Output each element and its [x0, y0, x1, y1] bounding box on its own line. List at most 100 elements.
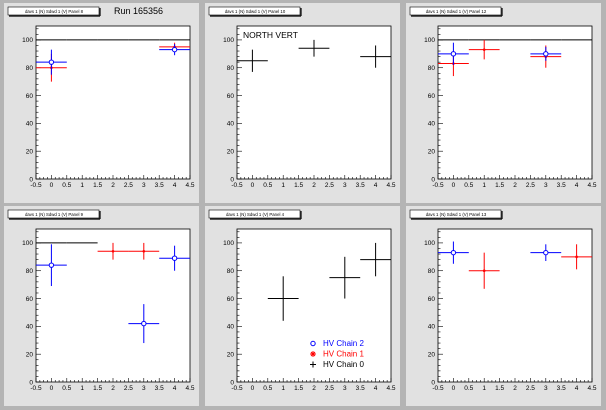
data-point — [298, 39, 330, 57]
data-point — [530, 46, 562, 61]
chart-svg: davs 1 (N) Sdwd 1 (V) Panel 12-0.5 0 0.5 1 1… — [409, 6, 597, 189]
x-tick-label: 4 — [575, 385, 579, 392]
x-tick-label: 1 — [482, 182, 486, 189]
x-tick-label: 1 — [281, 385, 285, 392]
x-tick-label: 2 — [513, 385, 517, 392]
data-point — [468, 252, 500, 289]
y-tick-label: 20 — [26, 351, 34, 358]
y-tick-label: 20 — [227, 351, 235, 358]
y-tick-label: 100 — [22, 240, 33, 247]
pad-4: davs 1 (N) Sdwd 1 (V) Panel 9 -0.5 0 0.5 1 1.… — [4, 206, 199, 406]
legend-label: HV Chain 1 — [323, 350, 364, 359]
y-tick-label: 20 — [428, 148, 436, 155]
x-tick-label: 1 — [281, 182, 285, 189]
pad-6: davs 1 (N) Sdwd 1 (V) Panel 13 -0.5 0 0.5 1 1… — [406, 206, 601, 406]
x-tick-label: 2 — [111, 182, 115, 189]
y-tick-label: 40 — [26, 324, 34, 331]
pad-2: davs 1 (N) Sdwd 1 (V) Panel 10 -0.5 0 0.5 1 1… — [205, 3, 400, 203]
legend-entry: HV Chain 2 — [310, 339, 364, 348]
y-tick-label: 40 — [227, 324, 235, 331]
y-tick-label: 0 — [230, 176, 234, 183]
data-point — [128, 242, 160, 260]
x-tick-label: 0 — [251, 182, 255, 189]
data-point — [438, 241, 469, 264]
x-tick-label: 1.5 — [93, 385, 102, 392]
data-point — [159, 245, 190, 271]
y-tick-label: 40 — [26, 121, 34, 128]
plot-annotation: NORTH VERT — [243, 30, 298, 40]
data-point — [530, 244, 562, 261]
data-point — [468, 39, 500, 60]
data-point — [360, 45, 391, 68]
pad-title-box — [7, 6, 101, 17]
pad-1: davs 1 (N) Sdwd 1 (V) Panel 8 -0.5 0 0.5 1 1.… — [4, 3, 199, 203]
y-tick-label: 100 — [22, 37, 33, 44]
x-tick-label: 0.5 — [263, 385, 272, 392]
x-tick-label: 1 — [482, 385, 486, 392]
y-tick-label: 60 — [428, 296, 436, 303]
pad-title: davs 1 (N) Sdwd 1 (V) Panel 10 — [225, 9, 286, 14]
pad-3: davs 1 (N) Sdwd 1 (V) Panel 12 -0.5 0 0.5 1 1… — [406, 3, 601, 203]
x-tick-label: 3 — [142, 385, 146, 392]
x-tick-label: 1.5 — [93, 182, 102, 189]
series — [438, 42, 562, 65]
x-tick-label: -0.5 — [231, 385, 243, 392]
legend-entry: HV Chain 0 — [310, 360, 364, 369]
pad-title-box — [208, 209, 302, 220]
chart-svg: davs 1 (N) Sdwd 1 (V) Panel 4-0.5 0 0.5 1 1.… — [208, 209, 396, 392]
x-tick-label: 3 — [343, 385, 347, 392]
pad-title-box — [7, 209, 101, 220]
run-label: Run 165356 — [114, 6, 163, 16]
x-tick-label: 4 — [374, 385, 378, 392]
x-tick-label: -0.5 — [432, 385, 444, 392]
y-tick-label: 40 — [428, 324, 436, 331]
x-tick-label: 1 — [80, 385, 84, 392]
data-point — [329, 256, 361, 299]
x-tick-label: 3.5 — [155, 182, 164, 189]
chart-svg: davs 1 (N) Sdwd 1 (V) Panel 9-0.5 0 0.5 1 1.… — [7, 209, 195, 392]
pad-title-box — [409, 6, 503, 17]
y-tick-label: 40 — [227, 121, 235, 128]
chart-svg: davs 1 (N) Sdwd 1 (V) Panel 10-0.5 0 0.5 1 1… — [208, 6, 396, 189]
legend-marker — [310, 340, 316, 347]
x-tick-label: 2 — [513, 182, 517, 189]
x-tick-label: 4 — [374, 182, 378, 189]
y-tick-label: 60 — [26, 296, 34, 303]
data-point — [97, 242, 129, 260]
y-tick-label: 0 — [29, 379, 33, 386]
plot-frame — [437, 228, 593, 383]
data-point — [438, 42, 469, 65]
y-tick-label: 0 — [230, 379, 234, 386]
pad-title-box — [409, 209, 503, 220]
x-tick-label: 3.5 — [356, 182, 365, 189]
x-tick-label: 4.5 — [185, 385, 194, 392]
y-tick-label: 0 — [431, 379, 435, 386]
x-tick-label: 2.5 — [124, 385, 133, 392]
series — [237, 39, 391, 72]
x-tick-label: 2 — [111, 385, 115, 392]
data-point — [159, 44, 190, 56]
y-tick-label: 100 — [223, 37, 234, 44]
x-tick-label: 0.5 — [464, 182, 473, 189]
series — [468, 244, 592, 289]
x-tick-label: 4 — [173, 182, 177, 189]
y-tick-label: 80 — [227, 65, 235, 72]
pad-title: davs 1 (N) Sdwd 1 (V) Panel 4 — [226, 212, 285, 217]
pad-title: davs 1 (N) Sdwd 1 (V) Panel 12 — [426, 9, 487, 14]
x-tick-label: 2.5 — [325, 385, 334, 392]
x-tick-label: 2 — [312, 182, 316, 189]
legend-entry: HV Chain 1 — [310, 350, 364, 359]
x-tick-label: 3 — [544, 182, 548, 189]
data-point — [561, 244, 592, 270]
x-tick-label: 1.5 — [495, 182, 504, 189]
x-tick-label: 4.5 — [587, 385, 596, 392]
series — [438, 241, 562, 264]
pad-title: davs 1 (N) Sdwd 1 (V) Panel 9 — [25, 212, 84, 217]
x-tick-label: 2.5 — [526, 182, 535, 189]
x-tick-label: -0.5 — [432, 182, 444, 189]
x-tick-label: 0 — [452, 182, 456, 189]
y-tick-label: 60 — [26, 93, 34, 100]
x-tick-label: 4 — [173, 385, 177, 392]
y-tick-label: 0 — [431, 176, 435, 183]
y-tick-label: 0 — [29, 176, 33, 183]
